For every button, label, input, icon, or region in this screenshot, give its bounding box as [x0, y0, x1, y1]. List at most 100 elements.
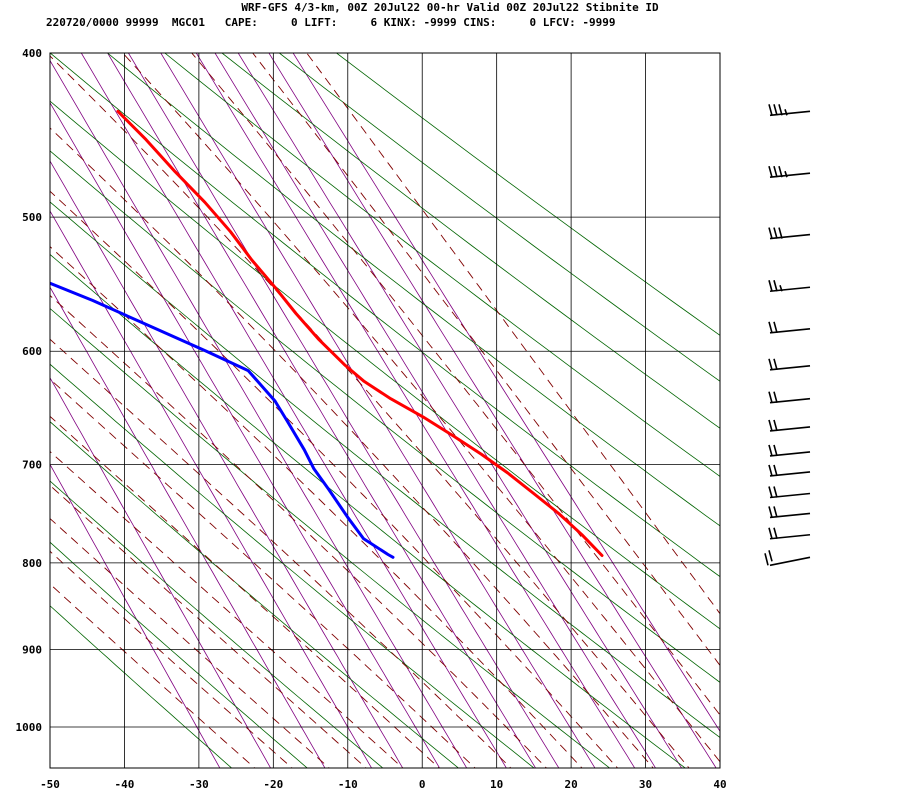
- moist-adiabat-line: [306, 53, 720, 615]
- temperature-point: [317, 338, 319, 340]
- wind-barb-flag: [768, 165, 773, 178]
- x-tick-label: 40: [713, 778, 726, 791]
- wind-barb: [768, 227, 811, 240]
- wind-barb-column: [764, 104, 811, 567]
- dewpoint-point: [328, 488, 330, 490]
- wind-barb-flag: [773, 227, 778, 239]
- dry-adiabat-line: [221, 53, 720, 429]
- thermo-background-lines: [50, 53, 720, 768]
- wind-barb: [768, 527, 811, 540]
- x-tick-label: -10: [338, 778, 358, 791]
- x-tick-label: 0: [419, 778, 426, 791]
- wind-barb-flag: [778, 227, 783, 239]
- temperature-point: [581, 534, 583, 536]
- temperature-point: [274, 286, 276, 288]
- wind-barb-flag: [773, 165, 778, 178]
- moist-adiabat-line: [50, 190, 619, 768]
- wind-barb-flag: [768, 227, 773, 239]
- moist-adiabat-line: [122, 53, 720, 763]
- wind-barb-flag: [768, 321, 773, 334]
- wind-barb-flag: [768, 527, 773, 539]
- mixing-ratio-line: [50, 463, 221, 768]
- dry-adiabat-line: [278, 53, 720, 382]
- wind-barb-flag: [773, 104, 778, 116]
- x-tick-label: -50: [40, 778, 60, 791]
- dry-adiabat-line: [106, 53, 720, 527]
- temperature-point: [363, 380, 365, 382]
- temperature-point: [480, 453, 482, 455]
- mixing-ratio-line: [127, 53, 560, 768]
- wind-barb-flag: [768, 550, 773, 562]
- moist-adiabat-line: [50, 246, 583, 768]
- y-tick-label: 700: [22, 459, 42, 472]
- wind-barb-half-flag: [784, 109, 788, 116]
- dry-adiabat-line: [50, 541, 308, 768]
- x-tick-label: 30: [639, 778, 652, 791]
- wind-barb-flag: [773, 527, 778, 539]
- axis-tick-labels: 400 500 600 700 800 900 1000 -50 -40 -30 -20 -10 0 10…: [16, 47, 727, 791]
- temperature-point: [343, 364, 345, 366]
- temperature-point: [450, 434, 452, 436]
- wind-barb: [768, 321, 811, 334]
- wind-barb-flag: [773, 464, 778, 477]
- mixing-ratio-line: [160, 53, 596, 768]
- mixing-ratio-line: [195, 53, 636, 768]
- y-tick-label: 1000: [16, 721, 43, 734]
- wind-barb-flag: [778, 165, 783, 178]
- wind-barb-flag: [768, 486, 773, 498]
- x-tick-label: 20: [564, 778, 577, 791]
- dewpoint-point: [362, 538, 365, 540]
- wind-barb-flag: [773, 391, 778, 403]
- wind-barb-flag: [778, 104, 783, 116]
- wind-barb-flag: [773, 280, 778, 292]
- wind-barb-staff: [769, 556, 811, 567]
- moist-adiabat-line: [50, 294, 548, 768]
- chart-title: WRF-GFS 4/3-km, 00Z 20Jul22 00-hr Valid …: [241, 1, 659, 14]
- dry-adiabat-line: [50, 150, 720, 683]
- temperature-profile-line: [116, 109, 604, 557]
- temperature-point: [229, 231, 232, 233]
- dry-adiabat-line: [50, 363, 535, 768]
- dewpoint-point: [313, 468, 315, 470]
- dewpoint-point: [286, 420, 288, 422]
- wind-barb: [768, 391, 811, 404]
- wind-barb: [768, 444, 811, 457]
- temperature-point: [601, 554, 603, 557]
- dewpoint-point: [13, 268, 14, 269]
- wind-barb: [768, 358, 811, 371]
- y-tick-label: 800: [22, 557, 42, 570]
- dry-adiabat-line: [50, 53, 720, 578]
- x-tick-label: -20: [263, 778, 283, 791]
- temperature-point: [117, 110, 119, 112]
- temperature-point: [422, 416, 424, 418]
- dewpoint-point: [205, 350, 207, 352]
- moist-adiabat-line: [252, 53, 720, 667]
- x-tick-label: -30: [189, 778, 209, 791]
- wind-barb-half-flag: [779, 284, 783, 292]
- moist-adiabat-line: [50, 583, 256, 768]
- temperature-point: [390, 398, 392, 400]
- wind-barb-flag: [773, 506, 778, 518]
- y-tick-label: 400: [22, 47, 42, 60]
- temperature-point: [507, 472, 509, 474]
- wind-barb-half-flag: [784, 170, 788, 178]
- pressure-temperature-grid: [49, 52, 721, 768]
- mixing-ratio-line: [50, 286, 326, 768]
- y-tick-label: 600: [22, 345, 42, 358]
- plot-frame: [49, 52, 721, 769]
- wind-barb-flag: [764, 553, 769, 566]
- sounding-profiles: [13, 109, 604, 559]
- temperature-point: [251, 259, 253, 261]
- wind-barb-flag: [773, 321, 778, 334]
- moist-adiabat-line: [50, 338, 512, 768]
- x-tick-label: -40: [115, 778, 135, 791]
- y-tick-label: 500: [22, 211, 42, 224]
- wind-barb-flag: [768, 358, 773, 371]
- moist-adiabat-line: [50, 450, 404, 768]
- moist-adiabat-line: [191, 53, 720, 716]
- wind-barb-flag: [768, 464, 773, 477]
- dewpoint-point: [347, 516, 349, 518]
- dewpoint-point: [247, 370, 249, 372]
- wind-barb: [768, 506, 811, 519]
- dry-adiabat-line: [335, 53, 720, 336]
